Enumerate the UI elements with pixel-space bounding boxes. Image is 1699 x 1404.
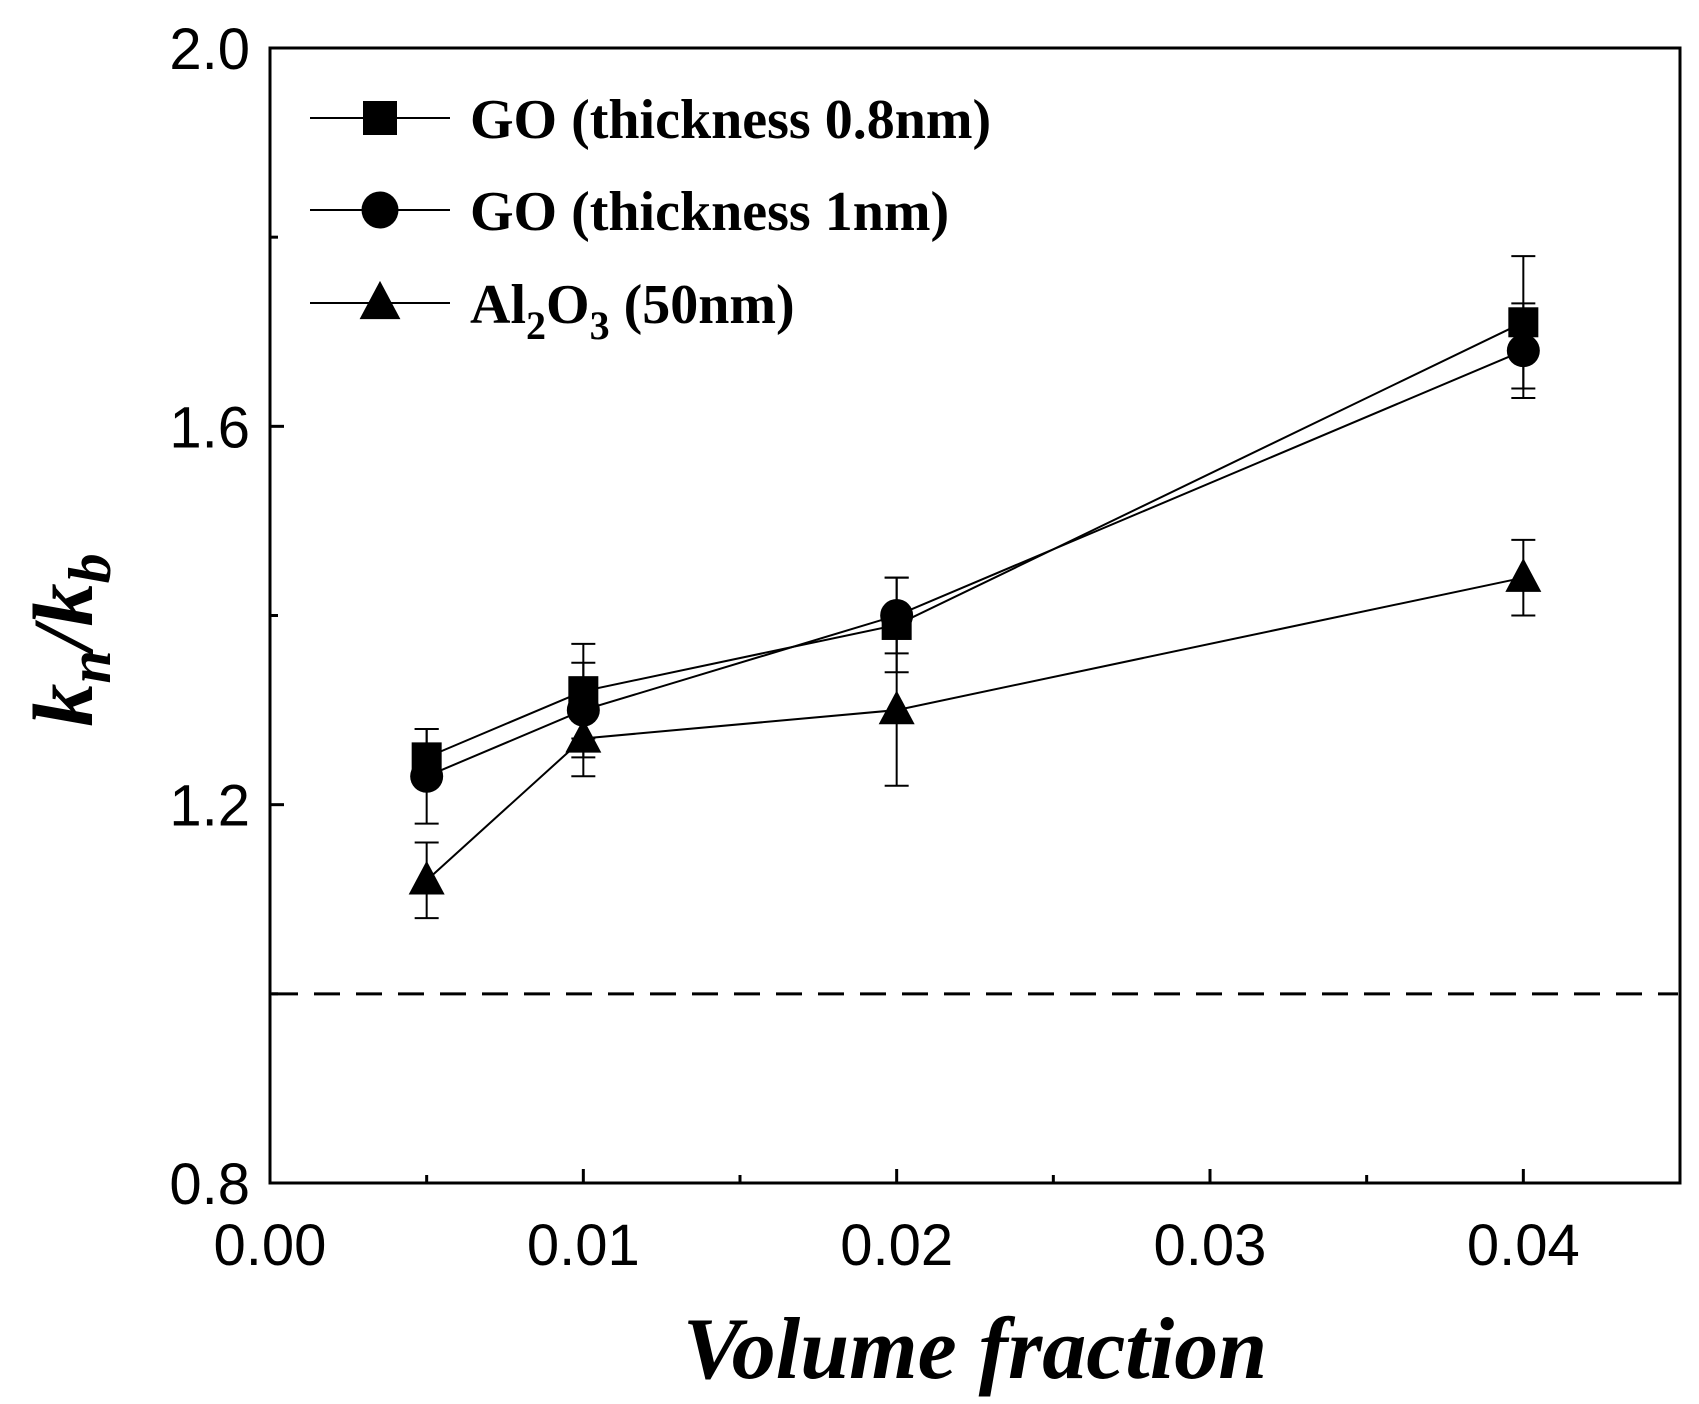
x-axis-title: Volume fraction <box>683 1301 1267 1398</box>
legend-entry-2: GO (thickness 1nm) <box>310 181 949 243</box>
y-tick-label: 0.8 <box>169 1152 250 1217</box>
data-point <box>565 718 602 753</box>
data-point <box>880 599 914 632</box>
legend-label-part: (50nm) <box>610 274 795 336</box>
legend-label-part: O <box>546 274 590 336</box>
legend-label-part: Al <box>470 274 526 336</box>
y-label-sub2: b <box>57 553 123 583</box>
legend: GO (thickness 0.8nm) GO (thickness 1nm) Al… <box>310 89 991 348</box>
legend-entry-1: GO (thickness 0.8nm) <box>310 89 991 151</box>
y-label-k2: k <box>15 583 111 626</box>
legend-marker <box>363 101 397 135</box>
y-axis-title: kn/kb <box>15 553 123 726</box>
series-3 <box>408 538 1542 920</box>
x-tick-label: 0.01 <box>527 1213 640 1278</box>
legend-label-part: 2 <box>526 303 546 348</box>
y-tick-label: 1.2 <box>169 774 250 839</box>
x-tick-label: 0.04 <box>1467 1213 1580 1278</box>
data-point <box>1506 334 1540 368</box>
plot-area: 0.00 0.01 0.02 0.03 0.04 0.8 1.2 1.6 2.0 <box>169 17 1682 1278</box>
series-line <box>426 349 1524 778</box>
data-point <box>1505 558 1542 592</box>
x-tick-label: 0.00 <box>214 1213 327 1278</box>
data-point <box>408 860 445 895</box>
y-tick-label: 1.6 <box>169 395 250 460</box>
data-point <box>410 759 444 793</box>
x-tick-label: 0.02 <box>840 1213 953 1278</box>
legend-label: GO (thickness 0.8nm) <box>470 89 991 151</box>
legend-label: GO (thickness 1nm) <box>470 181 949 243</box>
legend-label-part: 3 <box>590 303 610 348</box>
axis-ticks: 0.00 0.01 0.02 0.03 0.04 0.8 1.2 1.6 2.0 <box>169 17 1579 1278</box>
y-label-k1: k <box>15 684 111 727</box>
data-point <box>878 690 915 725</box>
x-tick-label: 0.03 <box>1154 1213 1267 1278</box>
series-2 <box>410 302 1540 825</box>
legend-entry-3: Al2O3 (50nm) <box>310 274 795 348</box>
y-tick-label: 2.0 <box>169 17 250 82</box>
series-line <box>425 576 1524 882</box>
legend-marker <box>361 191 399 229</box>
legend-marker <box>359 280 401 320</box>
series-line <box>426 321 1524 759</box>
svg-text:kn/kb: kn/kb <box>15 553 123 726</box>
y-label-sub1: n <box>57 650 123 683</box>
legend-label: Al2O3 (50nm) <box>470 274 795 348</box>
series-layer <box>408 255 1542 920</box>
